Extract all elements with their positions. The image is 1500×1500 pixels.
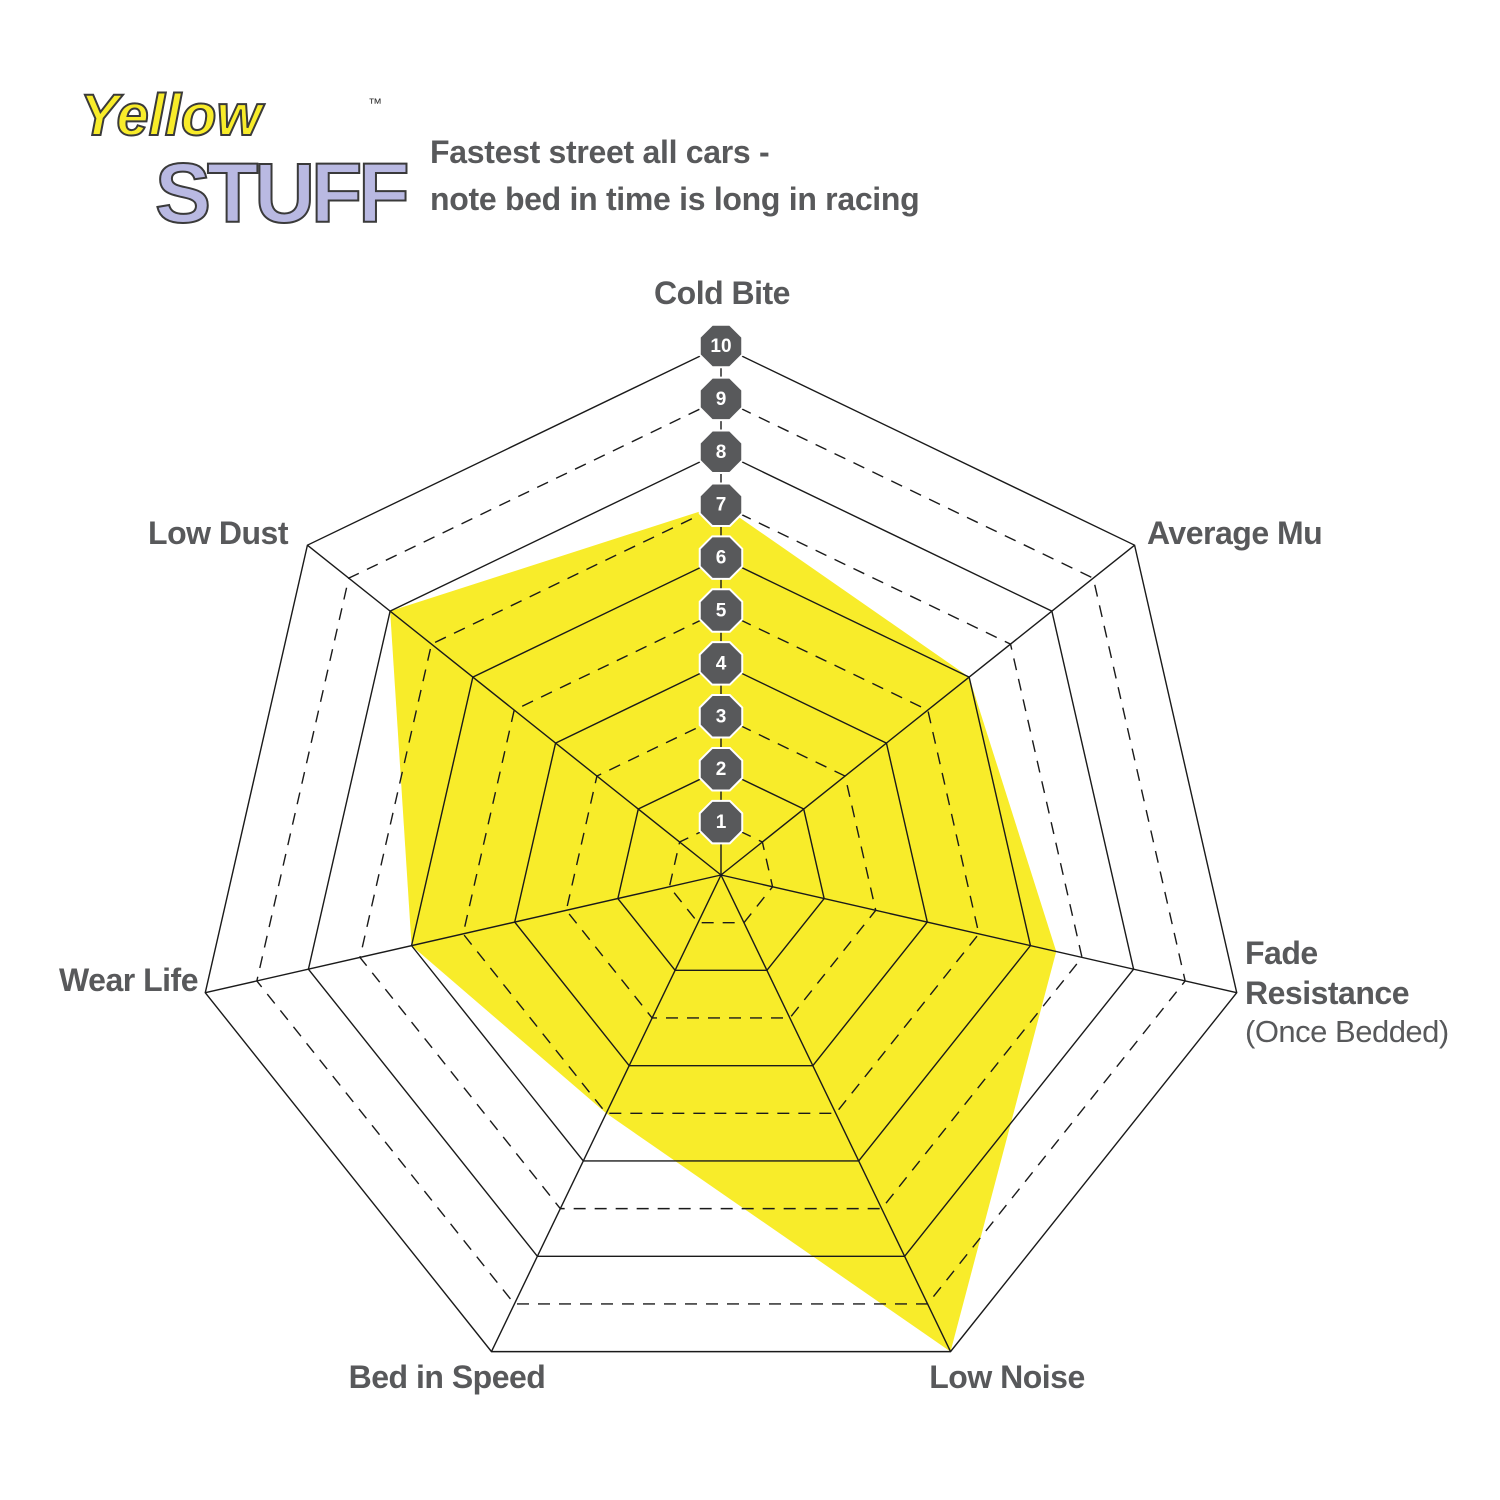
axis-label: Fade Resistance: [1245, 935, 1409, 1011]
annotation: (Once Bedded): [1245, 1014, 1449, 1049]
tick-badge: [698, 588, 744, 633]
axis-line: [720, 874, 952, 1352]
axis-label: Low Noise: [929, 1359, 1085, 1395]
axis-line: [306, 544, 722, 876]
r-tick-label: 5: [716, 601, 727, 622]
tick-badge: [698, 746, 744, 792]
title-line: Fastest street all cars -: [430, 134, 770, 170]
axis-label: Bed in Speed: [348, 1359, 546, 1395]
title-line: note bed in time is long in racing: [430, 181, 920, 217]
grid-ring: [617, 768, 825, 972]
tick-badge: [698, 376, 744, 422]
tick-badge: [698, 799, 744, 845]
grid-ring: [204, 345, 1238, 1353]
axis-line: [720, 544, 1136, 876]
axis-label: Wear Life: [59, 962, 198, 998]
r-tick-label: 3: [716, 706, 727, 727]
logo-tm: ™: [368, 95, 382, 111]
r-tick-label: 9: [716, 389, 727, 410]
tick-badge: [698, 641, 744, 686]
r-tick-label: 10: [710, 336, 731, 357]
grid-ring: [307, 451, 1135, 1257]
grid-ring: [462, 609, 980, 1115]
tick-badge: [698, 482, 744, 527]
tick-badge: [698, 694, 744, 739]
tick-badge: [698, 323, 744, 369]
r-tick-label: 2: [716, 759, 727, 780]
axis-line: [490, 874, 722, 1352]
area: [390, 504, 1057, 1352]
r-tick-label: 8: [716, 442, 727, 463]
axis-line: [205, 874, 722, 994]
grid-ring: [565, 715, 877, 1019]
axis-label: Cold Bite: [654, 275, 790, 311]
r-tick-label: 4: [716, 653, 727, 674]
r-tick-label: 7: [716, 495, 727, 516]
logo-yellow: Yellow: [80, 83, 265, 148]
axis-label: Low Dust: [148, 515, 288, 551]
grid-ring: [410, 556, 1032, 1162]
axis-line: [720, 874, 1237, 994]
tick-badge: [698, 535, 744, 580]
axis-label: Average Mu: [1147, 515, 1323, 551]
grid-ring: [668, 821, 774, 924]
r-tick-label: 6: [716, 548, 727, 569]
grid-ring: [513, 662, 929, 1067]
tick-badge: [698, 429, 744, 475]
logo-stuff: STUFF: [155, 146, 407, 240]
r-tick-label: 1: [716, 812, 727, 833]
grid-ring: [359, 503, 1083, 1210]
